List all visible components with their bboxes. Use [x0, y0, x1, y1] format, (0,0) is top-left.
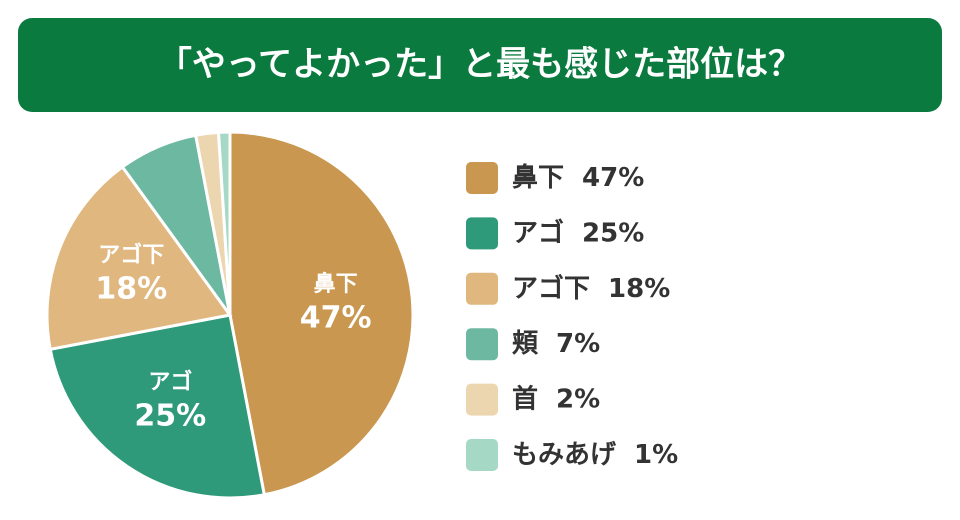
- legend-name: 頬: [512, 329, 539, 359]
- pie-slice: [45, 164, 233, 352]
- slice-label-value: 47%: [300, 301, 372, 336]
- legend-value: 47%: [582, 163, 644, 193]
- legend-name: 鼻下: [512, 163, 564, 193]
- slice-label-name: 鼻下: [314, 271, 358, 297]
- slice-label-value: 25%: [134, 398, 206, 433]
- legend-entry: 首 2%: [512, 383, 600, 414]
- legend-swatch: [466, 162, 498, 194]
- legend-value: 2%: [556, 384, 600, 414]
- legend-name: 首: [512, 383, 538, 414]
- slice-label-value: 18%: [95, 271, 167, 306]
- legend-entry: もみあげ 1%: [512, 440, 678, 470]
- legend-swatch: [466, 328, 498, 361]
- legend-entry: アゴ 25%: [512, 217, 644, 248]
- pie-slice: [216, 130, 232, 316]
- pie-slice: [228, 130, 415, 497]
- title-bar: [18, 18, 942, 112]
- legend-name: アゴ: [512, 217, 564, 248]
- legend-entry: 頬 7%: [512, 329, 600, 359]
- legend-entry: 鼻下 47%: [512, 163, 644, 193]
- legend-swatch: [466, 383, 498, 416]
- pie-slice: [48, 313, 267, 500]
- legend-name: アゴ下: [512, 272, 590, 303]
- slice-label-name: アゴ下: [98, 242, 164, 268]
- legend-swatch: [466, 217, 498, 250]
- chart-title: 「やってよかった」と最も感じた部位は？: [158, 45, 802, 85]
- legend-value: 25%: [582, 218, 644, 248]
- legend-swatch: [466, 439, 498, 471]
- legend-value: 1%: [634, 440, 678, 470]
- legend-value: 7%: [556, 329, 600, 359]
- legend-name: もみあげ: [512, 440, 617, 470]
- legend-swatch: [466, 272, 498, 305]
- slice-label-name: アゴ: [148, 369, 192, 395]
- legend-value: 18%: [608, 273, 670, 303]
- legend-entry: アゴ下 18%: [512, 272, 670, 303]
